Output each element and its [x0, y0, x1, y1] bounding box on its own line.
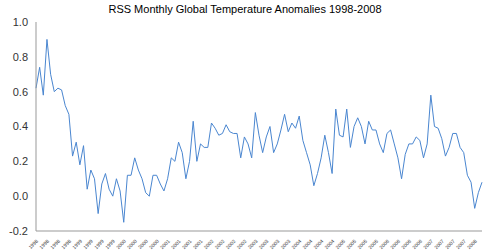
svg-text:2001: 2001	[170, 238, 182, 250]
svg-text:-0.2: -0.2	[9, 225, 28, 237]
svg-text:2000: 2000	[115, 238, 127, 250]
svg-text:2002: 2002	[214, 238, 226, 250]
html-text:RSS Monthly Global Temperature: RSS Monthly Global Temperature Anomalies…	[108, 3, 382, 15]
svg-text:1998: 1998	[27, 238, 39, 250]
svg-text:2005: 2005	[367, 238, 379, 250]
svg-text:0.2: 0.2	[13, 155, 28, 167]
svg-text:2004: 2004	[301, 238, 313, 250]
svg-text:1998: 1998	[38, 238, 50, 250]
svg-text:1998: 1998	[49, 238, 61, 250]
svg-text:2002: 2002	[225, 238, 237, 250]
svg-text:2003: 2003	[268, 238, 280, 250]
svg-text:2006: 2006	[389, 238, 401, 250]
svg-text:1999: 1999	[71, 238, 83, 250]
svg-text:1998: 1998	[60, 238, 72, 250]
svg-text:2008: 2008	[466, 238, 478, 250]
svg-text:2007: 2007	[433, 238, 445, 250]
svg-text:0.8: 0.8	[13, 51, 28, 63]
svg-text:2000: 2000	[148, 238, 160, 250]
svg-text:2006: 2006	[400, 238, 412, 250]
svg-text:2004: 2004	[323, 238, 335, 250]
svg-text:1.0: 1.0	[13, 16, 28, 28]
svg-text:1999: 1999	[93, 238, 105, 250]
svg-text:1999: 1999	[104, 238, 116, 250]
svg-text:2005: 2005	[356, 238, 368, 250]
svg-text:2003: 2003	[279, 238, 291, 250]
svg-text:2000: 2000	[126, 238, 138, 250]
svg-text:2005: 2005	[334, 238, 346, 250]
svg-text:2002: 2002	[235, 238, 247, 250]
svg-text:2001: 2001	[192, 238, 204, 250]
svg-text:2003: 2003	[257, 238, 269, 250]
svg-text:0.4: 0.4	[13, 120, 28, 132]
svg-text:0.0: 0.0	[13, 190, 28, 202]
svg-text:2001: 2001	[159, 238, 171, 250]
svg-text:2006: 2006	[411, 238, 423, 250]
svg-text:2000: 2000	[137, 238, 149, 250]
svg-text:2005: 2005	[345, 238, 357, 250]
svg-text:2004: 2004	[290, 238, 302, 250]
svg-text:2007: 2007	[444, 238, 456, 250]
svg-text:2002: 2002	[203, 238, 215, 250]
svg-text:2007: 2007	[422, 238, 434, 250]
svg-text:0.6: 0.6	[13, 86, 28, 98]
svg-text:2007: 2007	[455, 238, 467, 250]
svg-text:1999: 1999	[82, 238, 94, 250]
svg-text:2006: 2006	[378, 238, 390, 250]
svg-text:2001: 2001	[181, 238, 193, 250]
svg-text:2004: 2004	[312, 238, 324, 250]
svg-text:2003: 2003	[246, 238, 258, 250]
